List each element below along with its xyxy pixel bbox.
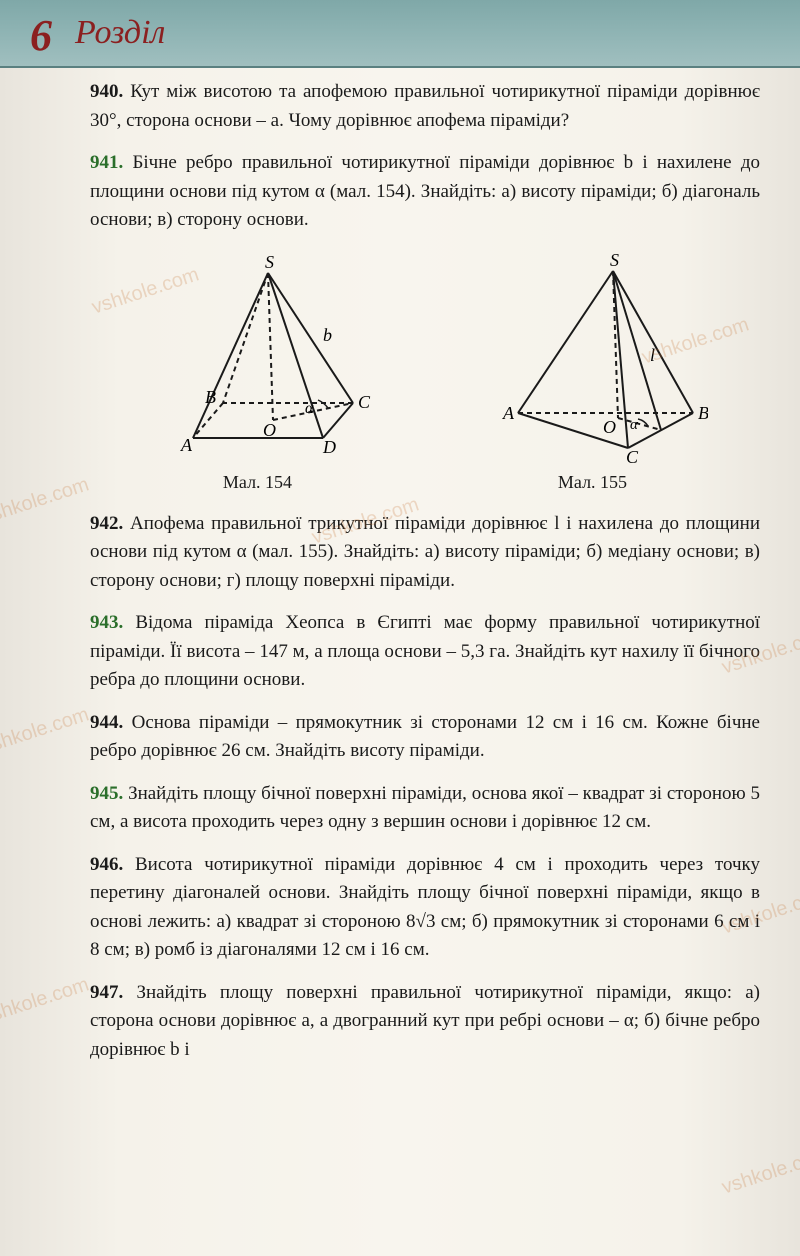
problem-text: Бічне ребро правильної чотирикутної піра…	[90, 152, 760, 230]
label-O: O	[603, 417, 616, 437]
problem-text: Висота чотирикутної піраміди дорівнює 4 …	[90, 854, 760, 961]
watermark: vshkole.com	[0, 973, 92, 1029]
label-l: l	[650, 345, 655, 365]
label-O: O	[263, 420, 276, 440]
problem-text: Кут між висотою та апофемою правильної ч…	[90, 81, 760, 131]
problem-945: 945. Знайдіть площу бічної поверхні піра…	[90, 780, 760, 837]
label-C: C	[626, 447, 639, 463]
watermark: vshkole.com	[0, 473, 92, 529]
problem-text: Відома піраміда Хеопса в Єгипті має форм…	[90, 612, 760, 690]
problem-num: 946.	[90, 854, 123, 875]
problem-943: 943. Відома піраміда Хеопса в Єгипті має…	[90, 609, 760, 695]
problem-num: 941.	[90, 152, 123, 173]
problem-text: Апофема правильної трикутної піраміди до…	[90, 513, 760, 591]
watermark: vshkole.com	[719, 1143, 800, 1199]
figure-caption: Мал. 154	[143, 469, 373, 496]
label-B: B	[205, 387, 216, 407]
problem-941: 941. Бічне ребро правильної чотирикутної…	[90, 149, 760, 235]
pyramid-155-svg: S A B C O l α	[478, 253, 708, 463]
label-b: b	[323, 325, 332, 345]
label-A: A	[180, 435, 193, 455]
pyramid-154-svg: S A B C D O b α	[143, 253, 373, 463]
label-C: C	[358, 392, 371, 412]
chapter-title: Розділ	[75, 14, 165, 52]
problem-944: 944. Основа піраміди – прямокутник зі ст…	[90, 709, 760, 766]
problem-num: 947.	[90, 982, 123, 1003]
figure-155: S A B C O l α Мал. 155	[478, 253, 708, 496]
problem-num: 940.	[90, 81, 123, 102]
watermark: vshkole.com	[0, 703, 92, 759]
problem-942: 942. Апофема правильної трикутної пірамі…	[90, 510, 760, 596]
problem-num: 945.	[90, 783, 123, 804]
figures-row: S A B C D O b α Мал. 154	[90, 253, 760, 496]
label-alpha: α	[305, 400, 314, 417]
problem-946: 946. Висота чотирикутної піраміди дорівн…	[90, 851, 760, 965]
problem-num: 942.	[90, 513, 123, 534]
problem-text: Основа піраміди – прямокутник зі сторона…	[90, 712, 760, 762]
problem-num: 943.	[90, 612, 123, 633]
problem-947: 947. Знайдіть площу поверхні правильної …	[90, 979, 760, 1065]
problem-num: 944.	[90, 712, 123, 733]
label-B: B	[698, 403, 708, 423]
chapter-number: 6	[30, 10, 52, 61]
problem-text: Знайдіть площу поверхні правильної чотир…	[90, 982, 760, 1060]
problem-text: Знайдіть площу бічної поверхні піраміди,…	[90, 783, 760, 833]
label-D: D	[322, 437, 336, 457]
problem-940: 940. Кут між висотою та апофемою правиль…	[90, 78, 760, 135]
label-S: S	[265, 253, 274, 272]
label-alpha: α	[630, 417, 639, 433]
figure-154: S A B C D O b α Мал. 154	[143, 253, 373, 496]
figure-caption: Мал. 155	[478, 469, 708, 496]
page-content: 940. Кут між висотою та апофемою правиль…	[90, 78, 760, 1078]
label-A: A	[502, 403, 515, 423]
label-S: S	[610, 253, 619, 270]
